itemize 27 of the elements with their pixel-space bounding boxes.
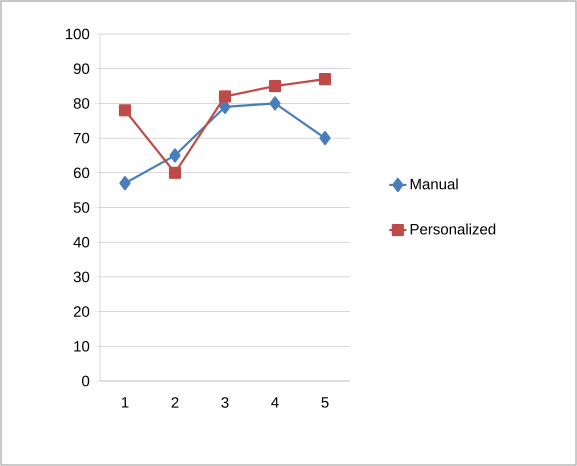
point: [269, 96, 281, 110]
point: [319, 131, 331, 146]
y-tick-label: 10: [74, 340, 90, 352]
x-tick-label: 2: [172, 397, 178, 408]
point: [169, 148, 181, 163]
y-tick-label: 60: [74, 167, 90, 178]
y-tick-label: 90: [74, 63, 90, 74]
point: [268, 80, 282, 92]
x-tick-label: 4: [271, 397, 279, 408]
point: [118, 104, 132, 116]
legend-label: Manual: [410, 178, 458, 190]
y-tick-label: 40: [73, 236, 90, 248]
y-tick-label: 20: [74, 306, 90, 317]
x-tick-label: 5: [321, 397, 329, 408]
y-tick-label: 30: [74, 272, 90, 282]
y-tick-label: 100: [66, 28, 90, 40]
x-tick-label: 3: [221, 397, 229, 408]
x-tick-label: 1: [122, 397, 128, 408]
point: [119, 176, 131, 190]
point: [168, 166, 182, 179]
y-tick-label: 80: [74, 98, 90, 109]
point: [218, 90, 232, 103]
y-tick-label: 70: [74, 132, 90, 144]
y-tick-label: 50: [74, 202, 90, 213]
point: [318, 73, 332, 86]
legend-label: Personalized: [410, 224, 496, 235]
y-tick-label: 0: [82, 376, 90, 386]
